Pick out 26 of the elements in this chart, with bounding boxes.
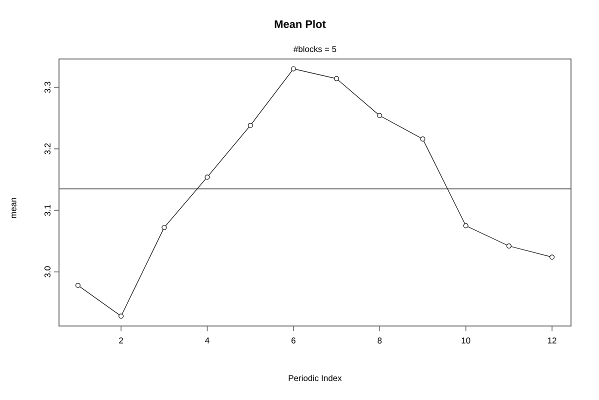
chart-subtitle: #blocks = 5 <box>294 46 336 52</box>
y-axis-title: mean <box>12 198 16 218</box>
point <box>162 225 167 230</box>
point <box>377 113 382 118</box>
point <box>463 223 468 228</box>
x-tick-label: 8 <box>378 338 382 344</box>
point <box>118 314 124 319</box>
x-tick-label: 12 <box>548 338 556 344</box>
point <box>334 76 340 82</box>
y-tick-label: 3.3 <box>44 82 50 93</box>
point <box>204 174 210 180</box>
x-axis-title: Periodic Index <box>288 374 342 382</box>
point <box>75 282 80 288</box>
y-tick-label: 3.2 <box>44 143 50 154</box>
x-tick-label: 2 <box>119 338 123 344</box>
x-tick-label: 6 <box>292 338 296 344</box>
x-tick-label: 4 <box>205 338 210 344</box>
point <box>290 66 296 72</box>
x-tick-label: 10 <box>462 338 470 344</box>
point <box>550 254 555 260</box>
y-tick-label: 3.1 <box>44 204 50 216</box>
point <box>248 122 253 128</box>
point <box>420 136 426 142</box>
y-tick-label: 3.0 <box>44 266 50 278</box>
chart-title: Mean Plot <box>274 20 326 28</box>
point <box>506 244 512 249</box>
